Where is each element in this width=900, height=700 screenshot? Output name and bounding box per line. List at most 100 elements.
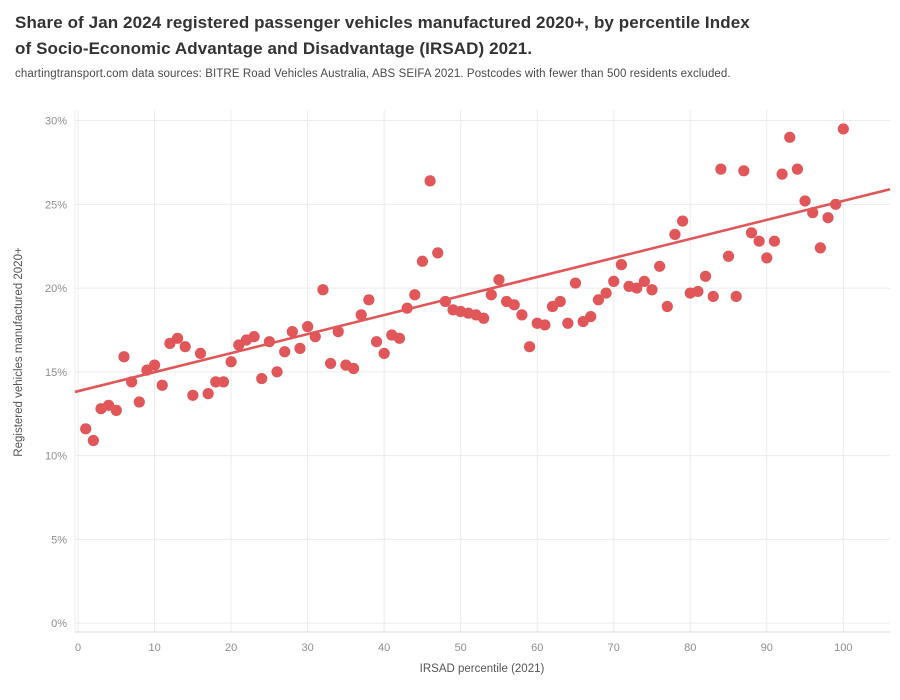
data-point[interactable]: [217, 376, 230, 388]
data-point[interactable]: [271, 366, 283, 378]
data-point[interactable]: [248, 331, 260, 343]
data-point[interactable]: [87, 434, 99, 447]
data-point[interactable]: [768, 235, 781, 247]
data-point[interactable]: [600, 287, 612, 299]
data-point[interactable]: [171, 332, 184, 344]
data-point[interactable]: [256, 372, 268, 385]
data-point[interactable]: [822, 212, 834, 224]
data-point[interactable]: [745, 227, 758, 239]
x-tick-label: 90: [761, 642, 773, 654]
x-tick-label: 0: [75, 642, 81, 654]
data-point[interactable]: [554, 295, 566, 308]
data-point[interactable]: [148, 359, 161, 371]
data-point[interactable]: [631, 282, 643, 294]
x-tick-label: 10: [148, 642, 160, 654]
data-point[interactable]: [347, 362, 360, 375]
y-tick-label: 30%: [45, 116, 67, 128]
data-point[interactable]: [370, 336, 383, 348]
data-point[interactable]: [432, 247, 444, 259]
data-point[interactable]: [439, 295, 451, 308]
data-point[interactable]: [187, 389, 199, 401]
data-point[interactable]: [317, 284, 329, 296]
data-point[interactable]: [80, 423, 92, 435]
data-point[interactable]: [638, 275, 650, 287]
data-point[interactable]: [355, 309, 367, 321]
data-point[interactable]: [814, 242, 826, 254]
data-point[interactable]: [776, 168, 788, 180]
x-tick-label: 60: [531, 642, 543, 654]
data-point[interactable]: [738, 165, 750, 177]
data-point[interactable]: [179, 341, 191, 353]
data-point[interactable]: [799, 195, 811, 207]
data-point[interactable]: [837, 123, 849, 135]
data-point[interactable]: [416, 255, 429, 267]
data-point[interactable]: [807, 207, 819, 219]
data-point[interactable]: [286, 326, 298, 338]
data-point[interactable]: [523, 341, 536, 353]
x-tick-label: 40: [378, 642, 390, 654]
trend-line: [74, 187, 891, 394]
data-point[interactable]: [156, 379, 168, 391]
data-point[interactable]: [791, 163, 804, 175]
data-point[interactable]: [279, 346, 291, 358]
data-point[interactable]: [753, 235, 765, 247]
data-point[interactable]: [615, 259, 627, 271]
data-point[interactable]: [133, 396, 145, 408]
y-tick-label: 15%: [45, 367, 67, 379]
data-point[interactable]: [332, 326, 344, 338]
trend-line-layer: [74, 187, 891, 394]
data-point[interactable]: [263, 336, 275, 348]
data-point[interactable]: [592, 294, 605, 306]
data-point[interactable]: [784, 131, 796, 143]
data-point[interactable]: [202, 388, 214, 400]
data-point[interactable]: [608, 275, 620, 287]
data-point[interactable]: [225, 356, 237, 368]
data-point[interactable]: [409, 289, 421, 301]
data-point[interactable]: [699, 270, 712, 282]
data-point[interactable]: [378, 347, 390, 360]
data-point[interactable]: [722, 250, 735, 262]
data-point[interactable]: [294, 342, 306, 354]
data-point[interactable]: [424, 175, 436, 187]
data-points-layer: [80, 123, 849, 447]
data-point[interactable]: [646, 284, 658, 296]
data-point[interactable]: [401, 302, 413, 314]
data-point[interactable]: [194, 347, 207, 360]
x-tick-label: 70: [608, 642, 620, 654]
y-axis-title: Registered vehicles manufactured 2020+: [13, 247, 25, 457]
data-point[interactable]: [707, 290, 719, 303]
gridlines: [74, 110, 890, 633]
data-point[interactable]: [562, 317, 574, 329]
data-point[interactable]: [692, 285, 704, 298]
data-point[interactable]: [677, 215, 689, 227]
data-point[interactable]: [478, 312, 490, 324]
data-point[interactable]: [569, 277, 582, 289]
data-point[interactable]: [539, 319, 551, 331]
data-point[interactable]: [485, 289, 497, 301]
data-point[interactable]: [715, 163, 727, 175]
data-point[interactable]: [302, 321, 314, 333]
data-point[interactable]: [110, 404, 122, 416]
data-point[interactable]: [516, 309, 528, 321]
data-point[interactable]: [118, 351, 130, 363]
data-point[interactable]: [493, 274, 505, 286]
data-point[interactable]: [363, 294, 375, 306]
data-point[interactable]: [761, 252, 773, 264]
chart-title-line2: of Socio-Economic Advantage and Disadvan…: [15, 39, 533, 59]
data-point[interactable]: [830, 198, 842, 210]
data-point[interactable]: [654, 260, 666, 272]
data-point[interactable]: [585, 310, 597, 323]
data-point[interactable]: [210, 376, 222, 388]
data-point[interactable]: [661, 300, 673, 313]
y-tick-label: 20%: [45, 283, 67, 295]
y-tick-label: 25%: [45, 199, 67, 211]
data-point[interactable]: [730, 290, 742, 303]
chart-header: Share of Jan 2024 registered passenger v…: [15, 10, 889, 80]
data-point[interactable]: [126, 376, 138, 388]
data-point[interactable]: [508, 299, 520, 311]
data-point[interactable]: [669, 228, 681, 241]
data-point[interactable]: [393, 332, 406, 344]
data-point[interactable]: [324, 357, 337, 370]
data-point[interactable]: [309, 331, 321, 343]
